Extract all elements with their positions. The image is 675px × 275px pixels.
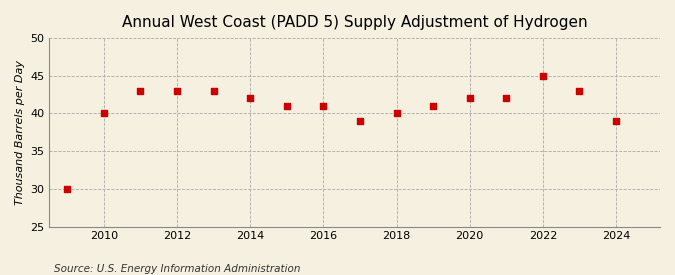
Point [428,104,439,108]
Point [208,89,219,93]
Point [464,96,475,101]
Point [99,111,109,116]
Point [574,89,585,93]
Y-axis label: Thousand Barrels per Day: Thousand Barrels per Day [15,60,25,205]
Point [245,96,256,101]
Point [135,89,146,93]
Text: Source: U.S. Energy Information Administration: Source: U.S. Energy Information Administ… [54,264,300,274]
Point [61,187,72,191]
Point [281,104,292,108]
Point [171,89,182,93]
Point [318,104,329,108]
Title: Annual West Coast (PADD 5) Supply Adjustment of Hydrogen: Annual West Coast (PADD 5) Supply Adjust… [122,15,587,30]
Point [537,74,548,78]
Point [391,111,402,116]
Point [611,119,622,123]
Point [354,119,365,123]
Point [501,96,512,101]
